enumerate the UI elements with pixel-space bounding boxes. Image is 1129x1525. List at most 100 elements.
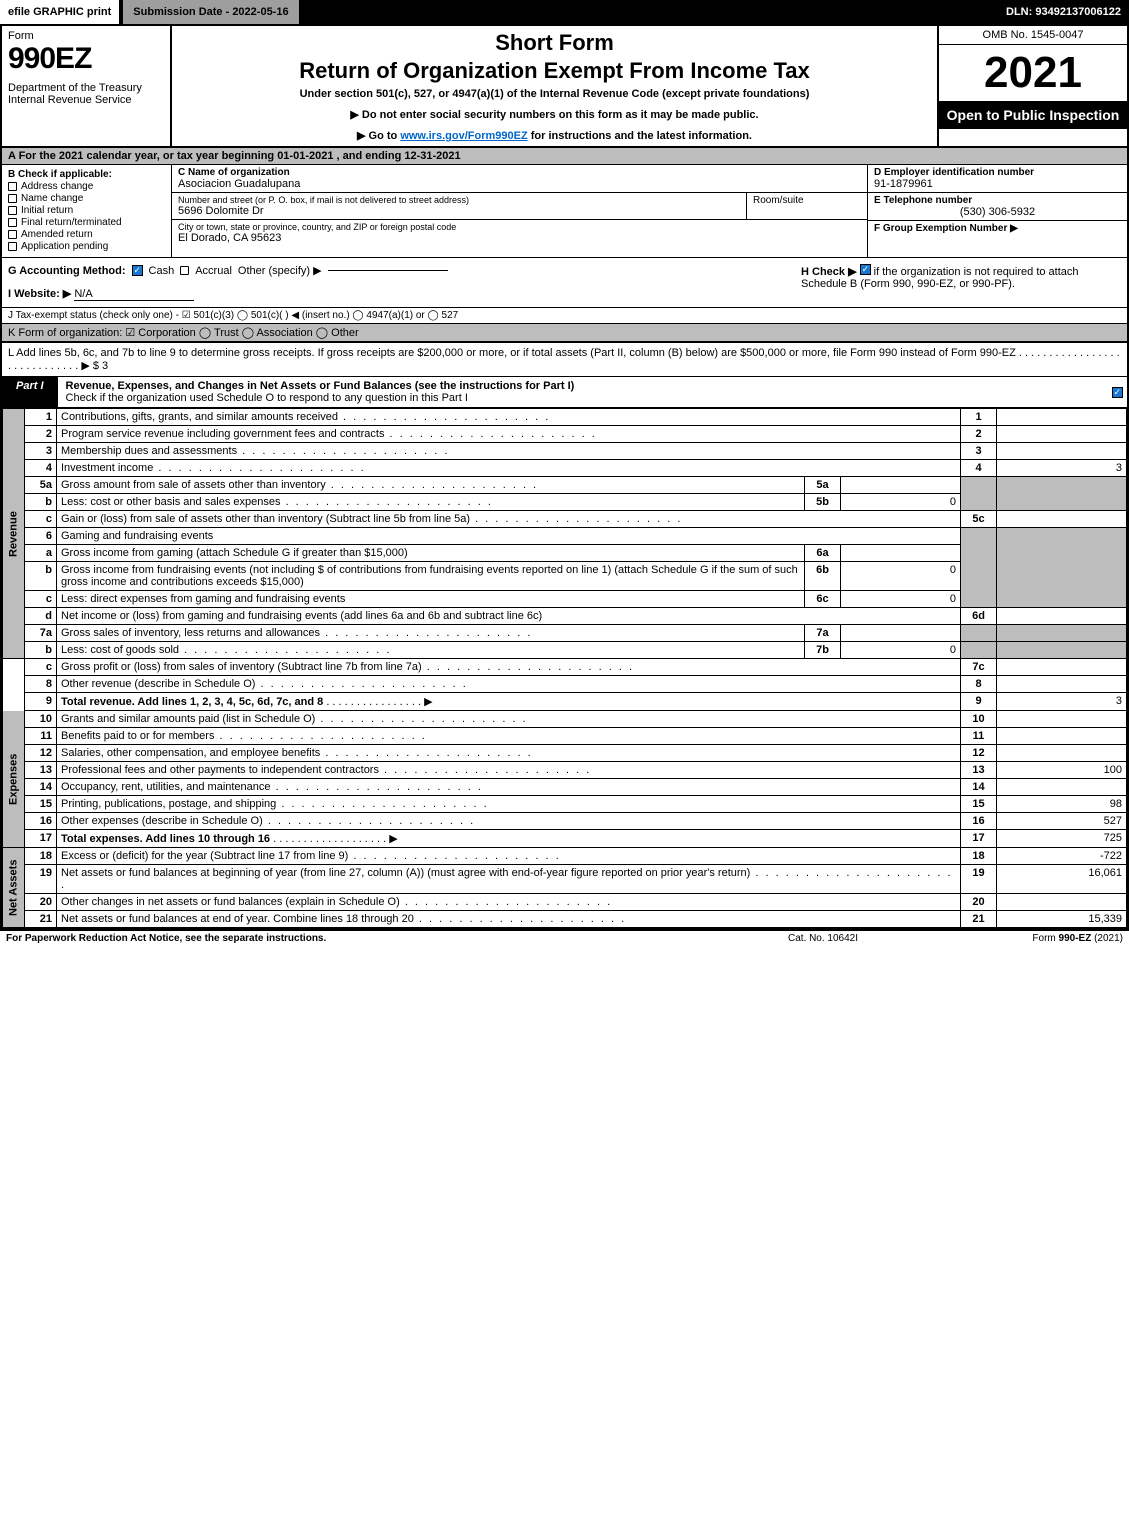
line-5c-box: 5c: [961, 511, 997, 528]
revenue-sidetab: Revenue: [3, 409, 25, 659]
line-21-val: 15,339: [997, 911, 1127, 928]
c-name-label: C Name of organization: [178, 167, 861, 178]
line-1-val: [997, 409, 1127, 426]
checkbox-application-pending[interactable]: [8, 242, 17, 251]
line-1-box: 1: [961, 409, 997, 426]
part-1-header: Part I Revenue, Expenses, and Changes in…: [2, 377, 1127, 408]
expenses-sidetab: Expenses: [3, 711, 25, 848]
phone-value: (530) 306-5932: [874, 206, 1121, 218]
form-subtitle: Under section 501(c), 527, or 4947(a)(1)…: [180, 88, 929, 100]
checkbox-amended-return[interactable]: [8, 230, 17, 239]
line-7c-val: [997, 659, 1127, 676]
g-label: G Accounting Method:: [8, 265, 126, 277]
opt-final-return: Final return/terminated: [21, 217, 122, 228]
line-2-text: Program service revenue including govern…: [61, 428, 597, 440]
part-1-check-note: Check if the organization used Schedule …: [66, 392, 468, 404]
i-label: I Website: ▶: [8, 288, 71, 300]
line-5b-text: Less: cost or other basis and sales expe…: [61, 496, 493, 508]
part-1-tab: Part I: [2, 377, 58, 407]
form-note-1: ▶ Do not enter social security numbers o…: [180, 108, 929, 121]
line-5a-num: 5a: [25, 477, 57, 494]
line-2-val: [997, 426, 1127, 443]
room-suite-label: Room/suite: [747, 193, 867, 219]
line-19-text: Net assets or fund balances at beginning…: [61, 867, 953, 891]
line-3-text: Membership dues and assessments: [61, 445, 449, 457]
line-12-val: [997, 745, 1127, 762]
line-6a-text: Gross income from gaming (attach Schedul…: [57, 545, 805, 562]
line-10-box: 10: [961, 711, 997, 728]
line-13-box: 13: [961, 762, 997, 779]
line-6d-val: [997, 608, 1127, 625]
form-number: 990EZ: [8, 42, 164, 76]
line-9-num: 9: [25, 693, 57, 711]
line-7b-num: b: [25, 642, 57, 659]
line-5b-ibox: 5b: [805, 494, 841, 511]
line-6c-text: Less: direct expenses from gaming and fu…: [57, 591, 805, 608]
checkbox-initial-return[interactable]: [8, 206, 17, 215]
checkbox-h[interactable]: [860, 264, 871, 275]
form-title: Return of Organization Exempt From Incom…: [180, 58, 929, 84]
line-11-val: [997, 728, 1127, 745]
section-a: A For the 2021 calendar year, or tax yea…: [2, 148, 1127, 165]
line-5c-val: [997, 511, 1127, 528]
g-other-input[interactable]: [328, 270, 448, 271]
section-b-c-row: B Check if applicable: Address change Na…: [2, 165, 1127, 258]
line-10-num: 10: [25, 711, 57, 728]
line-10-val: [997, 711, 1127, 728]
checkbox-part1-scho[interactable]: [1112, 387, 1123, 398]
line-12-box: 12: [961, 745, 997, 762]
page-footer: For Paperwork Reduction Act Notice, see …: [0, 930, 1129, 946]
line-14-num: 14: [25, 779, 57, 796]
line-5a-ibox: 5a: [805, 477, 841, 494]
line-15-text: Printing, publications, postage, and shi…: [61, 798, 489, 810]
line-1-num: 1: [25, 409, 57, 426]
line-12-num: 12: [25, 745, 57, 762]
line-7b-text: Less: cost of goods sold: [61, 644, 391, 656]
line-20-num: 20: [25, 894, 57, 911]
section-c: C Name of organization Asociacion Guadal…: [172, 165, 867, 257]
dln-label: DLN: 93492137006122: [1006, 6, 1129, 18]
line-6b-ibox: 6b: [805, 562, 841, 591]
revenue-table: Revenue 1 Contributions, gifts, grants, …: [2, 408, 1127, 928]
line-13-num: 13: [25, 762, 57, 779]
section-l: L Add lines 5b, 6c, and 7b to line 9 to …: [2, 343, 1127, 377]
line-6d-num: d: [25, 608, 57, 625]
line-18-num: 18: [25, 848, 57, 865]
line-15-val: 98: [997, 796, 1127, 813]
department-label: Department of the Treasury Internal Reve…: [8, 82, 164, 106]
efile-label[interactable]: efile GRAPHIC print: [0, 0, 119, 24]
line-11-text: Benefits paid to or for members: [61, 730, 427, 742]
opt-initial-return: Initial return: [21, 205, 73, 216]
line-6-num: 6: [25, 528, 57, 545]
line-9-box: 9: [961, 693, 997, 711]
opt-address-change: Address change: [21, 181, 93, 192]
line-15-box: 15: [961, 796, 997, 813]
tax-year: 2021: [939, 45, 1127, 101]
checkbox-accrual[interactable]: [180, 266, 189, 275]
line-16-box: 16: [961, 813, 997, 830]
checkbox-address-change[interactable]: [8, 182, 17, 191]
line-4-num: 4: [25, 460, 57, 477]
checkbox-final-return[interactable]: [8, 218, 17, 227]
line-7b-ibox: 7b: [805, 642, 841, 659]
checkbox-cash[interactable]: [132, 265, 143, 276]
line-18-text: Excess or (deficit) for the year (Subtra…: [61, 850, 561, 862]
line-8-text: Other revenue (describe in Schedule O): [61, 678, 468, 690]
website-value: N/A: [74, 288, 194, 301]
line-3-num: 3: [25, 443, 57, 460]
irs-link[interactable]: www.irs.gov/Form990EZ: [400, 130, 527, 142]
line-10-text: Grants and similar amounts paid (list in…: [61, 713, 528, 725]
checkbox-name-change[interactable]: [8, 194, 17, 203]
section-g-h: G Accounting Method: Cash Accrual Other …: [2, 258, 1127, 308]
e-label: E Telephone number: [874, 195, 1121, 206]
open-to-public: Open to Public Inspection: [939, 101, 1127, 129]
line-5a-ival: [841, 477, 961, 494]
g-other: Other (specify) ▶: [238, 264, 322, 277]
line-7a-text: Gross sales of inventory, less returns a…: [61, 627, 532, 639]
header-right: OMB No. 1545-0047 2021 Open to Public In…: [937, 26, 1127, 146]
line-2-box: 2: [961, 426, 997, 443]
line-5c-text: Gain or (loss) from sale of assets other…: [61, 513, 682, 525]
c-city-label: City or town, state or province, country…: [178, 222, 861, 232]
line-6b-num: b: [25, 562, 57, 591]
line-11-box: 11: [961, 728, 997, 745]
